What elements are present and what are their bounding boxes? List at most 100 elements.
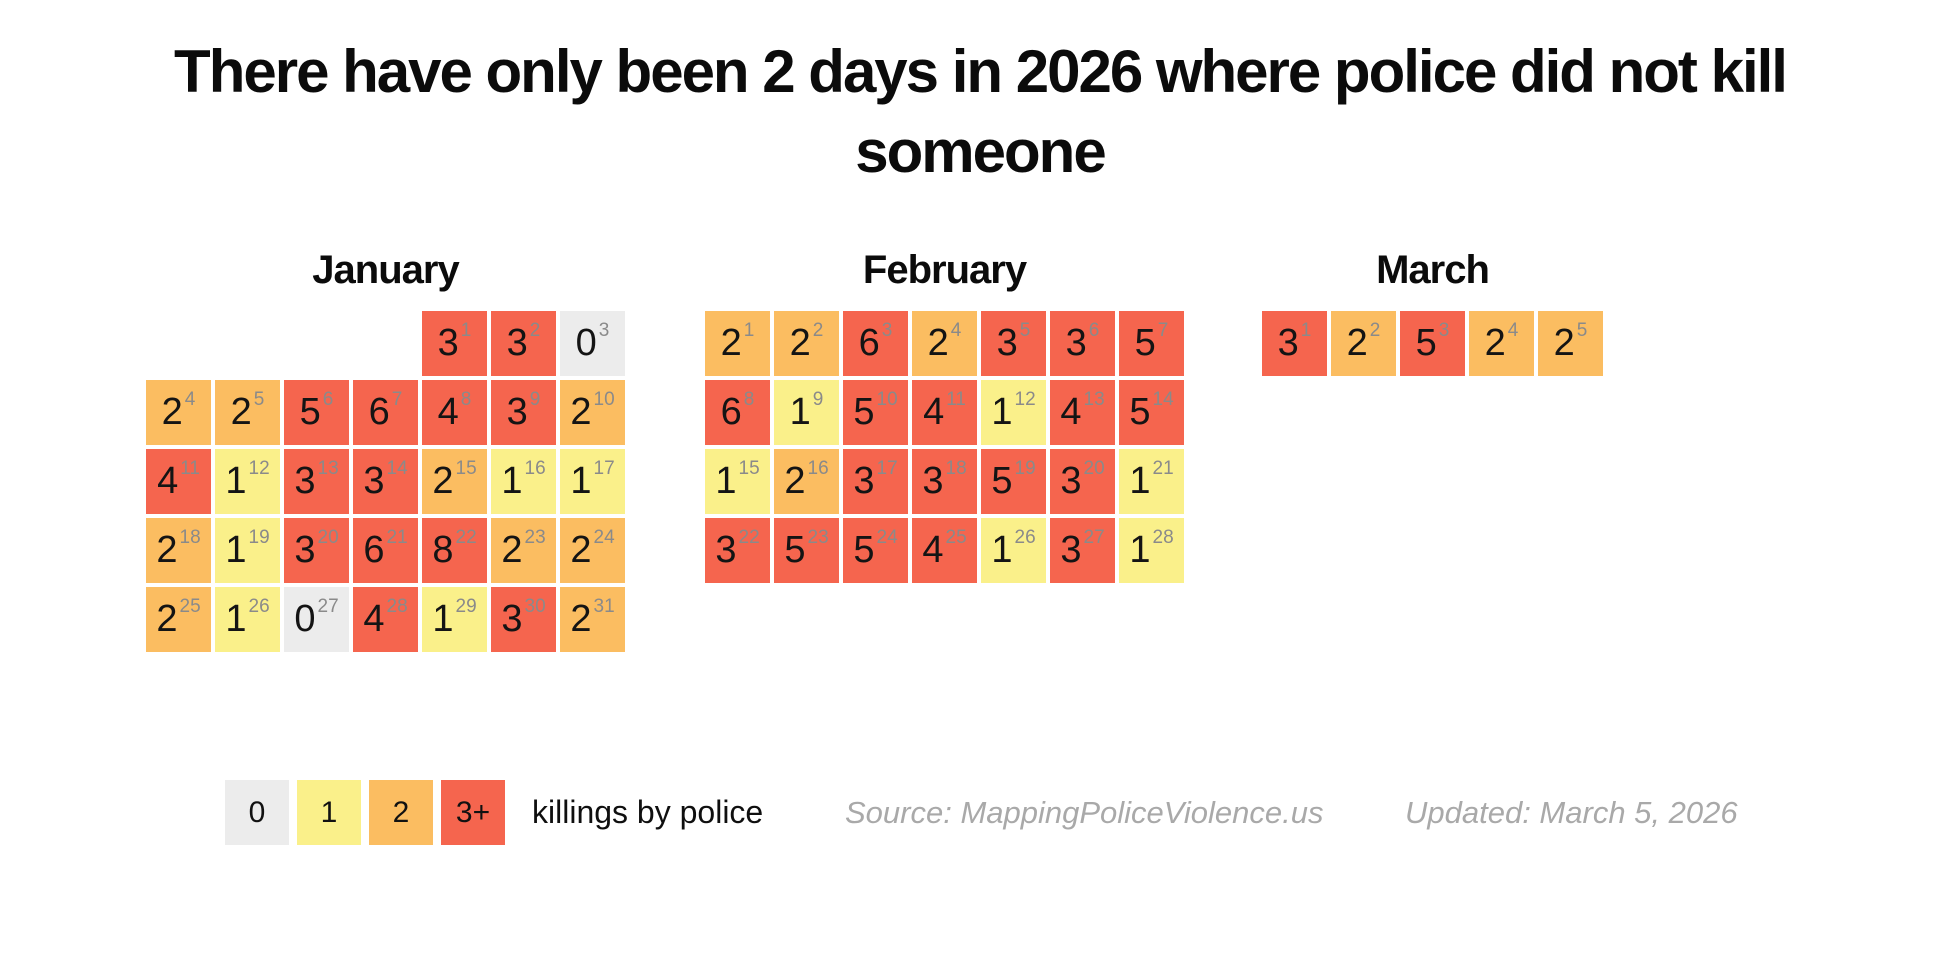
day-number: 16 [807, 457, 829, 479]
day-number: 18 [945, 457, 967, 479]
day-cell: 2 18 [146, 518, 211, 583]
day-cell: 2 23 [491, 518, 556, 583]
day-value: 3 [715, 529, 736, 571]
month-title: January [312, 248, 459, 292]
day-value: 2 [927, 322, 949, 364]
day-number: 2 [812, 319, 824, 341]
legend-swatch-2: 2 [369, 780, 433, 845]
day-value: 1 [501, 460, 522, 502]
day-cell: 5 23 [774, 518, 839, 583]
day-cell: 2 10 [560, 380, 625, 445]
day-value: 1 [1129, 460, 1150, 502]
day-cell: 1 16 [491, 449, 556, 514]
day-number: 15 [455, 457, 477, 479]
day-value: 2 [156, 529, 177, 571]
day-value: 2 [784, 460, 805, 502]
day-number: 4 [950, 319, 962, 341]
day-number: 24 [593, 526, 615, 548]
day-number: 27 [317, 595, 339, 617]
day-number: 7 [1157, 319, 1169, 341]
day-value: 2 [570, 598, 591, 640]
chart-title-line1: There have only been 2 days in 2026 wher… [174, 38, 1788, 105]
day-value: 2 [570, 529, 591, 571]
day-number: 23 [524, 526, 546, 548]
day-number: 4 [184, 388, 196, 410]
day-value: 4 [157, 460, 178, 502]
day-number: 8 [743, 388, 755, 410]
day-number: 14 [1152, 388, 1174, 410]
day-value: 1 [789, 391, 811, 433]
day-value: 4 [922, 529, 943, 571]
day-number: 5 [253, 388, 265, 410]
day-value: 4 [923, 391, 944, 433]
day-cell: 1 12 [981, 380, 1046, 445]
day-value: 5 [1415, 322, 1437, 364]
day-value: 1 [225, 598, 246, 640]
day-cell: 3 18 [912, 449, 977, 514]
day-value: 0 [575, 322, 597, 364]
legend-swatch-label: 2 [392, 795, 410, 829]
day-value: 2 [1484, 322, 1506, 364]
day-number: 14 [386, 457, 408, 479]
day-value: 2 [230, 391, 252, 433]
day-cell: 5 24 [843, 518, 908, 583]
day-number: 9 [812, 388, 824, 410]
day-cell: 4 13 [1050, 380, 1115, 445]
legend-swatch-3plus: 3+ [441, 780, 505, 845]
day-value: 1 [991, 391, 1012, 433]
day-value: 5 [1134, 322, 1156, 364]
day-number: 25 [179, 595, 201, 617]
day-number: 3 [881, 319, 893, 341]
day-cell: 8 22 [422, 518, 487, 583]
day-number: 20 [317, 526, 339, 548]
day-value: 0 [294, 598, 315, 640]
day-value: 1 [225, 529, 246, 571]
month-title: February [862, 248, 1027, 292]
month-january: January 3 1 3 2 0 3 2 4 2 5 5 6 6 7 4 8 3 9 2 10 4 11 1 12 3 13 3 14… [146, 246, 625, 652]
day-value: 3 [1060, 529, 1081, 571]
day-number: 25 [945, 526, 967, 548]
day-number: 20 [1083, 457, 1105, 479]
month-grid: 3 1 3 2 0 3 2 4 2 5 5 6 6 7 4 8 3 9 2 10 4 11 1 12 3 13 3 14 2 15 1 16 1… [146, 311, 625, 652]
source-note: Source: MappingPoliceViolence.us [845, 795, 1324, 830]
day-cell: 3 20 [1050, 449, 1115, 514]
day-number: 26 [1014, 526, 1036, 548]
day-cell: 2 25 [146, 587, 211, 652]
day-cell: 4 11 [146, 449, 211, 514]
day-cell: 1 17 [560, 449, 625, 514]
day-value: 2 [156, 598, 177, 640]
day-number: 19 [1014, 457, 1036, 479]
day-number: 21 [1152, 457, 1174, 479]
day-number: 10 [876, 388, 898, 410]
day-value: 8 [432, 529, 453, 571]
day-value: 3 [437, 322, 459, 364]
day-value: 3 [1065, 322, 1087, 364]
month-title: March [1376, 248, 1490, 292]
day-number: 2 [529, 319, 541, 341]
day-number: 1 [1300, 319, 1312, 341]
day-value: 3 [294, 529, 315, 571]
day-number: 23 [807, 526, 829, 548]
day-number: 21 [386, 526, 408, 548]
day-cell: 1 28 [1119, 518, 1184, 583]
day-value: 3 [506, 391, 528, 433]
day-number: 6 [322, 388, 334, 410]
day-number: 10 [593, 388, 615, 410]
day-cell: 1 26 [215, 587, 280, 652]
day-number: 13 [1083, 388, 1105, 410]
day-cell: 3 27 [1050, 518, 1115, 583]
day-value: 4 [363, 598, 384, 640]
day-cell: 0 27 [284, 587, 349, 652]
day-number: 29 [455, 595, 477, 617]
day-number: 4 [1507, 319, 1519, 341]
